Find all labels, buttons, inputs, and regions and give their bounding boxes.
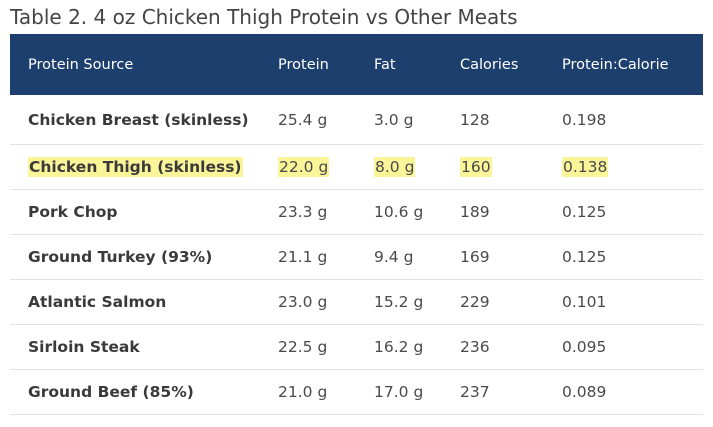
cell-text: 229	[460, 293, 490, 311]
ratio-cell: 0.125	[562, 189, 703, 235]
cell-text: 21.1 g	[278, 248, 328, 266]
protein-source-cell: Ground Turkey (93%)	[10, 234, 278, 280]
fat-cell: 16.2 g	[374, 324, 460, 370]
ratio-cell: 0.125	[562, 234, 703, 280]
protein-source-cell: Ground Beef (85%)	[10, 369, 278, 415]
protein-source-cell: Pork Chop	[10, 189, 278, 235]
header-row: Protein Source Protein Fat Calories Prot…	[10, 34, 703, 95]
fat-cell: 17.0 g	[374, 369, 460, 415]
cell-text: 237	[460, 383, 490, 401]
ratio-cell: 0.101	[562, 279, 703, 325]
table-body: Chicken Breast (skinless) 25.4 g 3.0 g 128 0…	[10, 95, 703, 415]
protein-source-cell: Chicken Breast (skinless)	[10, 95, 278, 145]
protein-cell: 23.3 g	[278, 189, 374, 235]
protein-source-cell: Chicken Thigh (skinless)	[10, 144, 278, 190]
cell-text: Chicken Thigh (skinless)	[28, 157, 243, 177]
table-row: Chicken Breast (skinless) 25.4 g 3.0 g 128 0…	[10, 95, 703, 145]
ratio-cell: 0.138	[562, 144, 703, 190]
cell-text: 17.0 g	[374, 383, 424, 401]
cell-text: Atlantic Salmon	[28, 293, 167, 311]
protein-cell: 21.0 g	[278, 369, 374, 415]
protein-cell: 25.4 g	[278, 95, 374, 145]
cell-text: Ground Turkey (93%)	[28, 248, 213, 266]
cell-text: 8.0 g	[374, 157, 416, 177]
cell-text: 0.095	[562, 338, 607, 356]
cell-text: 10.6 g	[374, 203, 424, 221]
cell-text: 23.0 g	[278, 293, 328, 311]
cell-text: 16.2 g	[374, 338, 424, 356]
cell-text: 169	[460, 248, 490, 266]
cell-text: 21.0 g	[278, 383, 328, 401]
cell-text: Sirloin Steak	[28, 338, 140, 356]
header-protein-calorie: Protein:Calorie	[562, 34, 703, 95]
header-calories: Calories	[460, 34, 562, 95]
table-row: Sirloin Steak 22.5 g 16.2 g 236 0.095	[10, 324, 703, 370]
cell-text: 15.2 g	[374, 293, 424, 311]
cell-text: 3.0 g	[374, 110, 414, 129]
table-row: Ground Turkey (93%) 21.1 g 9.4 g 169 0.125	[10, 234, 703, 280]
header-fat: Fat	[374, 34, 460, 95]
calories-cell: 189	[460, 189, 562, 235]
fat-cell: 8.0 g	[374, 144, 460, 190]
fat-cell: 9.4 g	[374, 234, 460, 280]
calories-cell: 236	[460, 324, 562, 370]
cell-text: 128	[460, 110, 490, 129]
calories-cell: 160	[460, 144, 562, 190]
cell-text: 23.3 g	[278, 203, 328, 221]
cell-text: Chicken Breast (skinless)	[28, 110, 249, 129]
cell-text: 0.125	[562, 248, 607, 266]
fat-cell: 10.6 g	[374, 189, 460, 235]
ratio-cell: 0.089	[562, 369, 703, 415]
table-row: Atlantic Salmon 23.0 g 15.2 g 229 0.101	[10, 279, 703, 325]
cell-text: 0.198	[562, 110, 607, 129]
header-protein-source: Protein Source	[10, 34, 278, 95]
cell-text: 0.089	[562, 383, 607, 401]
comparison-table: Protein Source Protein Fat Calories Prot…	[10, 34, 703, 415]
protein-source-cell: Atlantic Salmon	[10, 279, 278, 325]
protein-cell: 22.0 g	[278, 144, 374, 190]
fat-cell: 15.2 g	[374, 279, 460, 325]
table-row: Chicken Thigh (skinless) 22.0 g 8.0 g 160 0.…	[10, 144, 703, 190]
ratio-cell: 0.198	[562, 95, 703, 145]
protein-cell: 21.1 g	[278, 234, 374, 280]
cell-text: 25.4 g	[278, 110, 328, 129]
calories-cell: 229	[460, 279, 562, 325]
calories-cell: 237	[460, 369, 562, 415]
protein-cell: 22.5 g	[278, 324, 374, 370]
cell-text: 22.5 g	[278, 338, 328, 356]
protein-source-cell: Sirloin Steak	[10, 324, 278, 370]
table-header: Protein Source Protein Fat Calories Prot…	[10, 34, 703, 95]
cell-text: Ground Beef (85%)	[28, 383, 194, 401]
cell-text: 189	[460, 203, 490, 221]
cell-text: 0.125	[562, 203, 607, 221]
table-caption: Table 2. 4 oz Chicken Thigh Protein vs O…	[10, 5, 518, 29]
cell-text: 0.138	[562, 157, 609, 177]
cell-text: Pork Chop	[28, 203, 118, 221]
cell-text: 236	[460, 338, 490, 356]
fat-cell: 3.0 g	[374, 95, 460, 145]
calories-cell: 128	[460, 95, 562, 145]
table-row: Ground Beef (85%) 21.0 g 17.0 g 237 0.089	[10, 369, 703, 415]
header-protein: Protein	[278, 34, 374, 95]
table-row: Pork Chop 23.3 g 10.6 g 189 0.125	[10, 189, 703, 235]
cell-text: 22.0 g	[278, 157, 330, 177]
protein-cell: 23.0 g	[278, 279, 374, 325]
cell-text: 160	[460, 157, 492, 177]
cell-text: 0.101	[562, 293, 607, 311]
calories-cell: 169	[460, 234, 562, 280]
ratio-cell: 0.095	[562, 324, 703, 370]
cell-text: 9.4 g	[374, 248, 414, 266]
